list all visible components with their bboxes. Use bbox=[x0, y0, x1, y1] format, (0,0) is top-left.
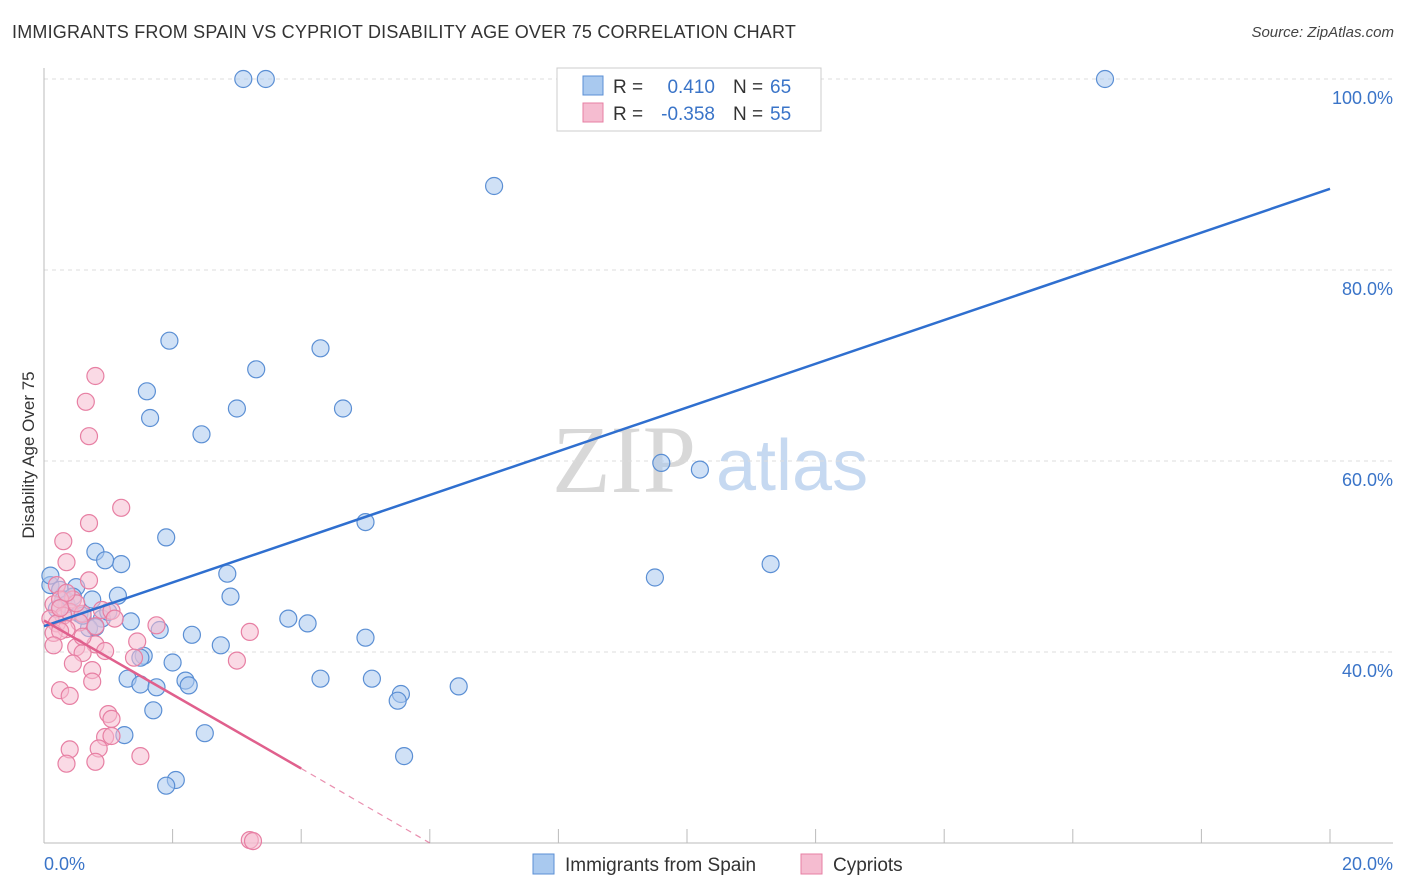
y-tick-label-100: 100.0% bbox=[1332, 88, 1393, 108]
point-cypriot-47 bbox=[243, 831, 263, 851]
point-cypriot-26 bbox=[128, 632, 147, 651]
point-spain-19 bbox=[95, 551, 115, 570]
legend-n-value-2: 55 bbox=[770, 104, 791, 125]
point-cypriot-4 bbox=[79, 513, 99, 533]
point-cypriot-30 bbox=[63, 654, 83, 673]
legend-r-value-1: 0.410 bbox=[667, 77, 715, 98]
point-spain-60 bbox=[157, 776, 176, 795]
point-spain-44 bbox=[163, 653, 182, 672]
legend-swatch-cypriots bbox=[800, 853, 823, 875]
point-spain-0 bbox=[234, 69, 253, 89]
point-spain-53 bbox=[388, 691, 407, 710]
point-spain-20 bbox=[218, 564, 237, 583]
legend-n-label-2: N = bbox=[733, 104, 763, 125]
point-cypriot-40 bbox=[102, 726, 121, 746]
point-cypriot-51 bbox=[105, 609, 124, 628]
point-spain-13 bbox=[690, 460, 710, 479]
point-spain-37 bbox=[298, 614, 317, 633]
point-spain-49 bbox=[179, 676, 198, 695]
legend-n-value-1: 65 bbox=[770, 77, 791, 98]
point-cypriot-33 bbox=[83, 672, 102, 691]
y-tick-label-60: 60.0% bbox=[1342, 470, 1393, 490]
legend-n-label-1: N = bbox=[733, 77, 763, 98]
legend-label-spain: Immigrants from Spain bbox=[565, 855, 756, 876]
point-spain-35 bbox=[121, 612, 140, 631]
grid bbox=[44, 78, 1393, 653]
chart-title: IMMIGRANTS FROM SPAIN VS CYPRIOT DISABIL… bbox=[12, 22, 797, 42]
series-legend: Immigrants from Spain Cypriots bbox=[532, 853, 903, 876]
point-spain-4 bbox=[160, 331, 179, 350]
point-cypriot-1 bbox=[76, 392, 95, 411]
point-cypriot-2 bbox=[79, 427, 99, 446]
point-spain-9 bbox=[333, 399, 353, 418]
point-spain-18 bbox=[761, 554, 780, 574]
point-spain-21 bbox=[645, 568, 665, 587]
point-cypriot-6 bbox=[57, 553, 76, 572]
point-cypriot-34 bbox=[124, 648, 144, 667]
watermark-zip: ZIP bbox=[552, 406, 696, 513]
point-cypriot-0 bbox=[86, 366, 105, 386]
point-spain-50 bbox=[311, 669, 330, 688]
point-spain-64 bbox=[182, 625, 201, 644]
legend-r-value-2: -0.358 bbox=[661, 104, 715, 125]
point-spain-6 bbox=[247, 360, 266, 379]
legend-label-cypriots: Cypriots bbox=[833, 855, 903, 876]
point-spain-51 bbox=[362, 669, 381, 688]
source-label: Source: ZipAtlas.com bbox=[1251, 24, 1394, 41]
legend-swatch-spain bbox=[532, 853, 555, 875]
axes bbox=[43, 68, 1393, 844]
point-spain-58 bbox=[395, 746, 414, 766]
point-cypriot-24 bbox=[240, 622, 259, 642]
y-tick-label-40: 40.0% bbox=[1342, 661, 1393, 681]
point-spain-10 bbox=[141, 408, 160, 428]
point-spain-3 bbox=[485, 176, 504, 196]
point-spain-11 bbox=[192, 425, 211, 444]
legend-r-label-2: R = bbox=[613, 104, 643, 125]
point-cypriot-5 bbox=[54, 532, 73, 551]
x-tick-label-max: 20.0% bbox=[1342, 854, 1393, 874]
legend-swatch-blue bbox=[582, 75, 604, 96]
point-spain-30 bbox=[221, 587, 240, 606]
trend-line-cypriots-extension bbox=[300, 767, 431, 844]
point-cypriot-3 bbox=[112, 498, 131, 517]
point-spain-17 bbox=[112, 554, 131, 574]
point-spain-40 bbox=[356, 628, 375, 647]
point-cypriot-23 bbox=[147, 616, 166, 635]
trend-line-spain bbox=[43, 187, 1331, 628]
point-spain-15 bbox=[157, 528, 176, 547]
point-spain-41 bbox=[211, 636, 230, 655]
trend-lines bbox=[43, 187, 1331, 844]
point-cypriot-52 bbox=[57, 583, 76, 602]
point-spain-5 bbox=[311, 339, 330, 358]
legend-r-label-1: R = bbox=[613, 77, 643, 98]
point-cypriot-50 bbox=[86, 617, 105, 636]
y-axis-title: Disability Age Over 75 bbox=[19, 371, 38, 538]
point-cypriot-32 bbox=[227, 651, 246, 670]
point-spain-57 bbox=[195, 724, 214, 743]
point-spain-1 bbox=[256, 69, 275, 89]
correlation-legend: R = 0.410 N = 65 R = -0.358 N = 55 bbox=[556, 67, 822, 132]
point-cypriot-44 bbox=[57, 754, 76, 773]
point-spain-54 bbox=[449, 677, 468, 696]
point-spain-8 bbox=[227, 399, 246, 418]
point-spain-55 bbox=[144, 701, 163, 720]
y-tick-label-80: 80.0% bbox=[1342, 279, 1393, 299]
point-cypriot-7 bbox=[79, 571, 99, 590]
point-spain-7 bbox=[137, 382, 156, 401]
point-cypriot-49 bbox=[50, 598, 70, 618]
point-spain-2 bbox=[1095, 69, 1115, 89]
point-cypriot-45 bbox=[86, 752, 105, 771]
watermark-atlas: atlas bbox=[716, 426, 868, 506]
point-cypriot-38 bbox=[102, 709, 121, 729]
point-spain-36 bbox=[279, 609, 298, 628]
point-cypriot-43 bbox=[131, 746, 150, 766]
trend-line-cypriots bbox=[43, 619, 302, 770]
point-cypriot-36 bbox=[60, 686, 79, 706]
x-tick-label-min: 0.0% bbox=[44, 854, 85, 874]
legend-swatch-pink bbox=[582, 102, 604, 123]
point-spain-12 bbox=[652, 453, 671, 472]
point-cypriot-27 bbox=[44, 636, 63, 655]
